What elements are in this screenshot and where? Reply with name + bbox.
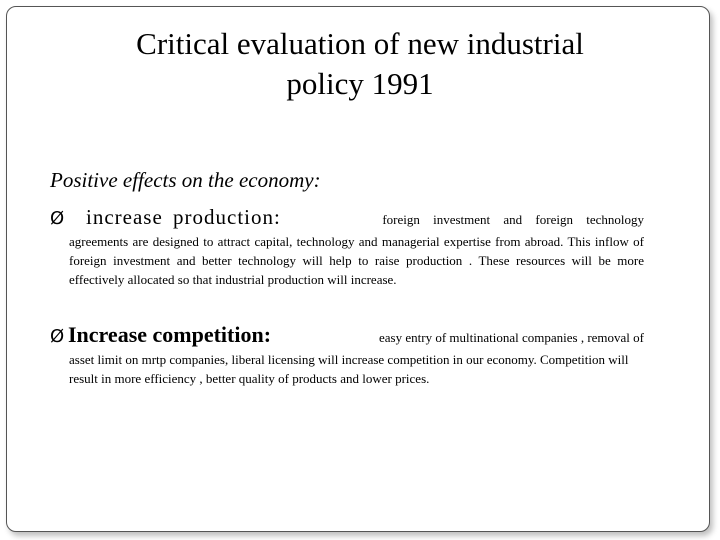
bullet-increase-competition: Ø Increase competition: easy entry of mu… xyxy=(50,322,644,388)
bullet-inline-text: foreign investment and foreign technolog… xyxy=(382,212,644,227)
slide-title-line-1: Critical evaluation of new industrial xyxy=(136,26,584,61)
subheading: Positive effects on the economy: xyxy=(50,168,321,193)
bullet-inline-text: easy entry of multinational companies , … xyxy=(379,330,644,345)
bullet-first-line: increase production: foreign investment … xyxy=(50,205,644,230)
bullet-heading: increase production: xyxy=(86,205,281,229)
bullet-body: asset limit on mrtp companies, liberal l… xyxy=(69,352,629,386)
arrow-bullet-icon: Ø xyxy=(50,208,65,229)
arrow-bullet-icon: Ø xyxy=(50,326,65,347)
subheading-text: Positive effects on the economy: xyxy=(50,168,321,192)
bullet-body: agreements are designed to attract capit… xyxy=(69,234,644,287)
bullet-increase-production: Ø increase production: foreign investmen… xyxy=(50,205,644,289)
slide-title-line-2: policy 1991 xyxy=(286,66,434,101)
slide-title: Critical evaluation of new industrial po… xyxy=(60,24,660,104)
bullet-heading: Increase competition: xyxy=(68,322,272,347)
slide-frame xyxy=(6,6,710,532)
bullet-first-line: Increase competition: easy entry of mult… xyxy=(50,322,644,348)
